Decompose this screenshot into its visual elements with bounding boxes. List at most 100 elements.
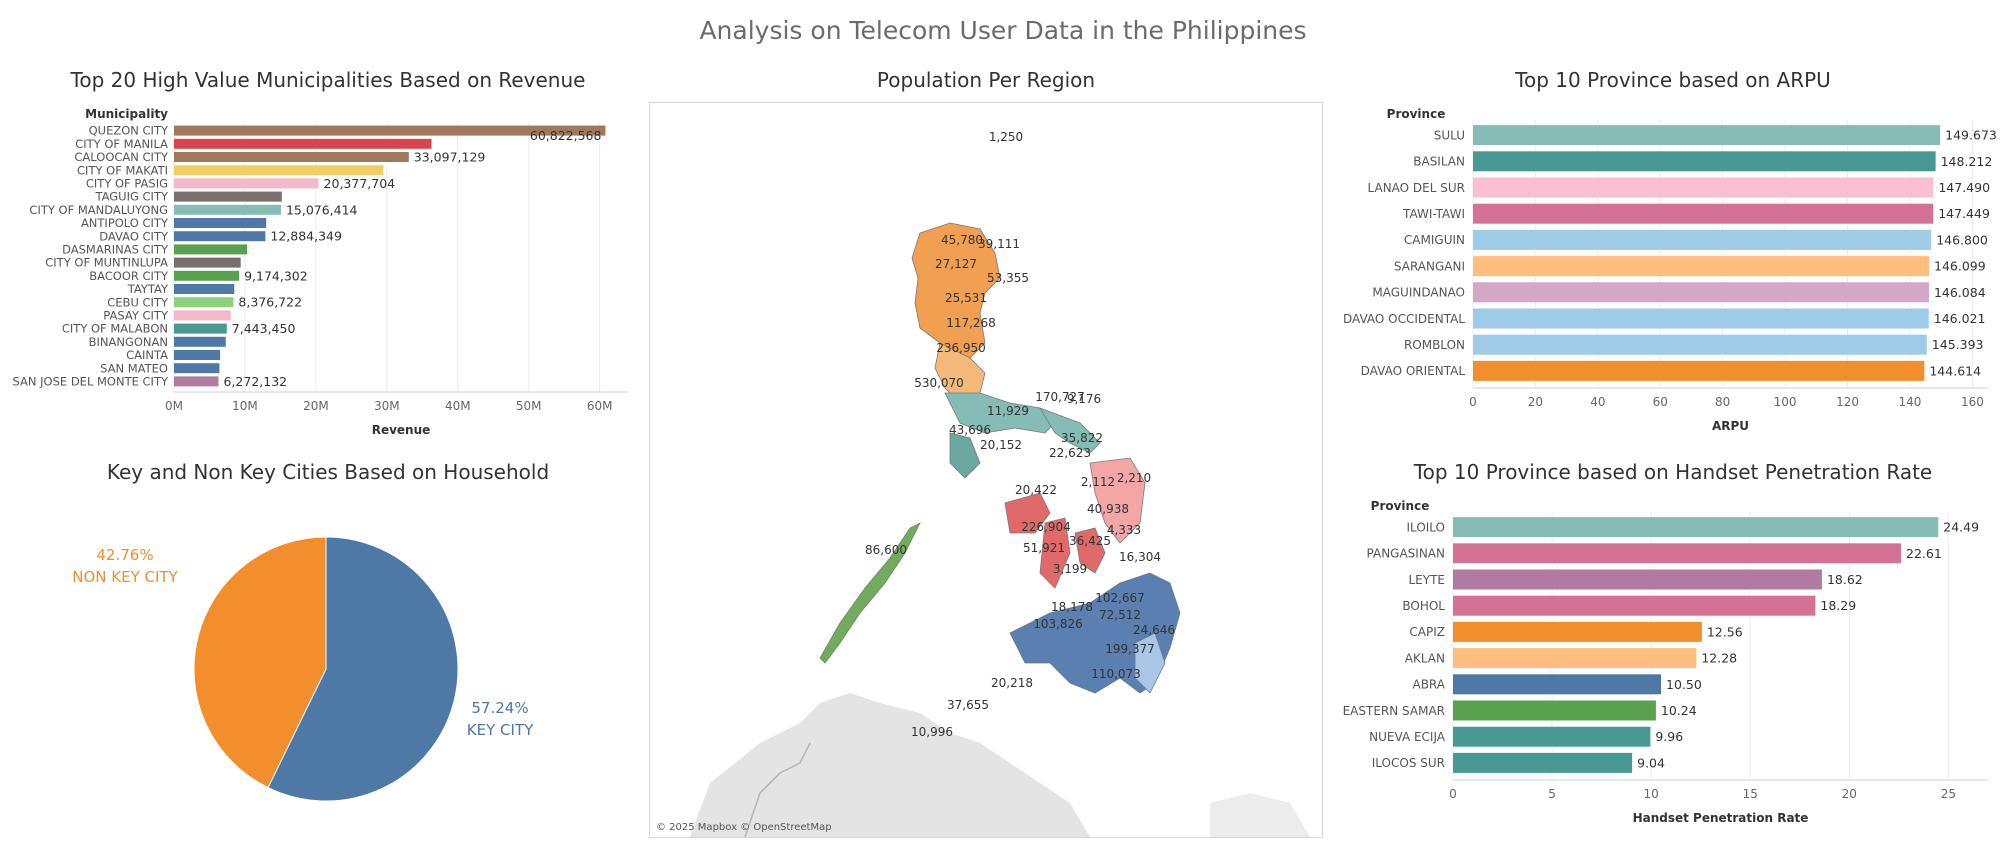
category-label: CEBU CITY xyxy=(107,295,169,309)
x-tick-label: 25 xyxy=(1941,787,1956,801)
region-shape-bicol xyxy=(1039,407,1101,454)
category-label: CITY OF MALABON xyxy=(62,322,168,336)
category-label: CITY OF PASIG xyxy=(86,177,168,191)
region-shape-negros xyxy=(1039,517,1071,589)
map-region-label: 36,425 xyxy=(1069,534,1111,548)
bar-value-label: 60,822,568 xyxy=(530,128,602,143)
map-region-label: 24,646 xyxy=(1133,623,1175,637)
revenue-bar-chart: Municipality 0M 10M 20M 30M 40M 50M 60M Revenue Q… xyxy=(13,107,628,437)
border-line xyxy=(744,742,811,837)
x-tick-label: 20M xyxy=(303,399,329,413)
x-tick-label: 0 xyxy=(1469,395,1477,409)
category-label: ABRA xyxy=(1412,678,1445,692)
x-tick-label: 100 xyxy=(1774,395,1797,409)
x-tick-label: 30M xyxy=(374,399,400,413)
bar xyxy=(1473,177,1934,198)
borneo-landmass xyxy=(690,693,1090,837)
x-tick-label: 120 xyxy=(1836,395,1859,409)
map-region-label: 20,218 xyxy=(991,676,1033,690)
bar xyxy=(174,244,248,255)
map-region-label: 2,112 xyxy=(1081,475,1115,489)
category-label: BINANGONAN xyxy=(89,335,168,349)
region-shape-samar-leyte xyxy=(1089,457,1146,544)
map-region-label: 20,152 xyxy=(980,438,1022,452)
region-shape-cebu-bohol xyxy=(1074,527,1106,574)
bar xyxy=(174,257,241,268)
bar-value-label: 9,174,302 xyxy=(244,268,308,283)
map-region-label: 4,333 xyxy=(1107,523,1141,537)
map-region-label: 530,070 xyxy=(914,376,964,390)
category-label: LEYTE xyxy=(1408,573,1445,587)
revenue-chart-title: Top 20 High Value Municipalities Based o… xyxy=(70,68,586,92)
bar-value-label: 9.96 xyxy=(1655,729,1683,744)
bar xyxy=(1473,229,1932,250)
bar-value-label: 149.673 xyxy=(1945,128,1997,143)
arpu-chart-title: Top 10 Province based on ARPU xyxy=(1515,68,1831,92)
map-region-label: 39,111 xyxy=(978,237,1020,251)
bar-value-label: 18.62 xyxy=(1827,572,1863,587)
key-city-label: 57.24% KEY CITY xyxy=(445,697,555,741)
bar xyxy=(1453,726,1651,747)
category-label: CAMIGUIN xyxy=(1404,233,1465,247)
population-map[interactable]: 1,250 45,780 39,111 27,127 53,355 25,531 117,2… xyxy=(649,102,1323,838)
bar xyxy=(1473,256,1930,277)
bar xyxy=(174,152,409,162)
bar xyxy=(174,336,226,347)
category-label: PASAY CITY xyxy=(103,309,169,323)
category-label: DASMARINAS CITY xyxy=(62,243,169,257)
x-tick-label: 5 xyxy=(1548,787,1556,801)
bar xyxy=(174,270,240,281)
map-region-label: 35,822 xyxy=(1061,431,1103,445)
bar xyxy=(174,363,220,374)
category-label: CITY OF MUNTINLUPA xyxy=(45,256,168,270)
x-tick-label: 20 xyxy=(1528,395,1543,409)
bar-value-label: 146.084 xyxy=(1934,285,1986,300)
map-region-label: 72,512 xyxy=(1099,608,1141,622)
map-region-label: 2,210 xyxy=(1117,471,1151,485)
non-key-city-pct: 42.76% xyxy=(96,546,154,564)
household-pie-chart xyxy=(193,536,459,802)
map-region-label: 3,199 xyxy=(1053,562,1087,576)
map-region-label: 20,422 xyxy=(1015,483,1057,497)
arpu-bar-chart: Province 0 20 40 60 80 100 120 140 160 ARPU SULU 149… xyxy=(1343,107,1997,433)
category-label: MAGUINDANAO xyxy=(1372,286,1465,300)
category-label: DAVAO ORIENTAL xyxy=(1361,364,1466,378)
key-city-pct: 57.24% xyxy=(471,699,529,717)
map-region-label: 86,600 xyxy=(865,543,907,557)
map-region-label: 199,377 xyxy=(1105,642,1155,656)
category-label: LANAO DEL SUR xyxy=(1368,181,1465,195)
bar-value-label: 12,884,349 xyxy=(270,229,342,244)
bar-value-label: 146.800 xyxy=(1936,232,1988,247)
bar xyxy=(1473,203,1934,224)
map-region-label: 43,696 xyxy=(949,423,991,437)
bar xyxy=(1453,595,1816,616)
x-tick-label: 0M xyxy=(165,399,183,413)
map-region-label: 51,921 xyxy=(1023,541,1065,555)
bar-value-label: 24.49 xyxy=(1943,520,1979,535)
category-label: CITY OF MANILA xyxy=(75,137,168,151)
x-tick-label: 60 xyxy=(1653,395,1668,409)
bar xyxy=(174,204,281,215)
map-region-label: 117,268 xyxy=(946,316,996,330)
bar-value-label: 147.490 xyxy=(1938,180,1990,195)
region-shape-palawan xyxy=(819,522,921,664)
bar-value-label: 147.449 xyxy=(1938,206,1990,221)
category-label: SAN JOSE DEL MONTE CITY xyxy=(13,375,169,389)
bar xyxy=(1473,151,1936,172)
category-label: DAVAO OCCIDENTAL xyxy=(1343,312,1465,326)
map-title: Population Per Region xyxy=(876,68,1096,92)
bar xyxy=(1453,543,1902,564)
bar xyxy=(174,125,606,136)
category-label: CALOOCAN CITY xyxy=(74,150,169,164)
map-attribution: © 2025 Mapbox © OpenStreetMap xyxy=(656,822,832,833)
map-region-label: 9,176 xyxy=(1067,392,1101,406)
bar xyxy=(174,297,234,308)
bar-value-label: 10.24 xyxy=(1661,703,1697,718)
bar xyxy=(174,376,219,387)
category-label: SAN MATEO xyxy=(100,361,168,375)
bar xyxy=(1473,334,1927,355)
bar xyxy=(1453,674,1662,695)
bar xyxy=(174,138,432,149)
x-axis-title: Revenue xyxy=(372,423,431,437)
